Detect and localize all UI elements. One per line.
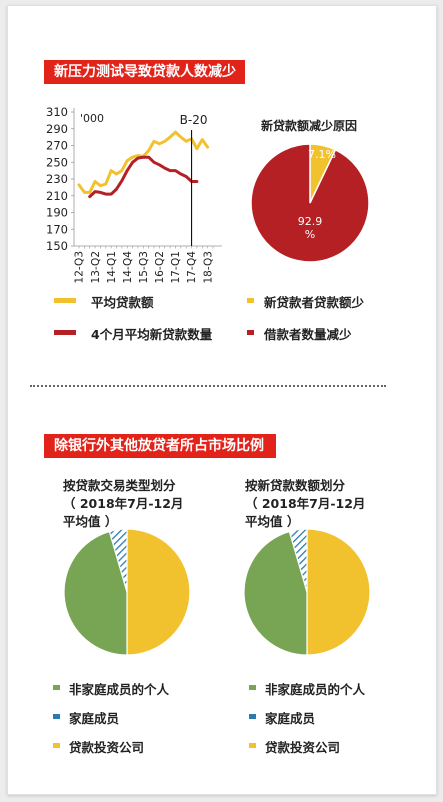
- pie3-title-line2: （ 2018年7月-12月: [245, 496, 366, 511]
- legend-label-fewer-borrowers: 借款者数量减少: [264, 327, 352, 342]
- pie2-title-line2: （ 2018年7月-12月: [63, 496, 184, 511]
- section2-title: 除银行外其他放贷者所占市场比例: [44, 434, 276, 458]
- section-divider: [30, 385, 386, 387]
- legend-label-investment-right: 贷款投资公司: [265, 740, 341, 755]
- legend-swatch-smaller-loans: [247, 298, 254, 303]
- pie3-title: 按新贷款数额划分 （ 2018年7月-12月 平均值 ）: [245, 477, 365, 531]
- legend-swatch-nonfamily-right: [249, 685, 256, 690]
- pie2-title-line3: 平均值 ）: [63, 514, 118, 529]
- legend-label-smaller-loans: 新贷款者贷款额少: [264, 295, 365, 310]
- legend-swatch-avg-loan: [54, 298, 76, 303]
- legend-swatch-family-right: [249, 714, 256, 719]
- legend-label-investment-left: 贷款投资公司: [69, 740, 145, 755]
- legend-label-nonfamily-left: 非家庭成员的个人: [69, 682, 170, 697]
- legend-swatch-investment-left: [53, 743, 60, 748]
- legend-swatch-new-loans: [54, 330, 76, 335]
- legend-label-nonfamily-right: 非家庭成员的个人: [265, 682, 366, 697]
- pie2-title: 按贷款交易类型划分 （ 2018年7月-12月 平均值 ）: [63, 477, 183, 531]
- section1-title: 新压力测试导致贷款人数减少: [44, 60, 245, 84]
- pie2-title-line1: 按贷款交易类型划分: [63, 478, 176, 493]
- infographic-card: [7, 5, 437, 795]
- legend-swatch-family-left: [53, 714, 60, 719]
- legend-label-new-loans: 4个月平均新贷款数量: [91, 327, 213, 342]
- legend-label-avg-loan: 平均贷款额: [91, 295, 154, 310]
- legend-swatch-investment-right: [249, 743, 256, 748]
- legend-label-family-right: 家庭成员: [265, 711, 316, 726]
- pie1-title: 新贷款额减少原因: [261, 119, 358, 133]
- legend-swatch-nonfamily-left: [53, 685, 60, 690]
- legend-label-family-left: 家庭成员: [69, 711, 120, 726]
- pie3-title-line3: 平均值 ）: [245, 514, 300, 529]
- pie3-title-line1: 按新贷款数额划分: [245, 478, 346, 493]
- legend-swatch-fewer-borrowers: [247, 330, 254, 335]
